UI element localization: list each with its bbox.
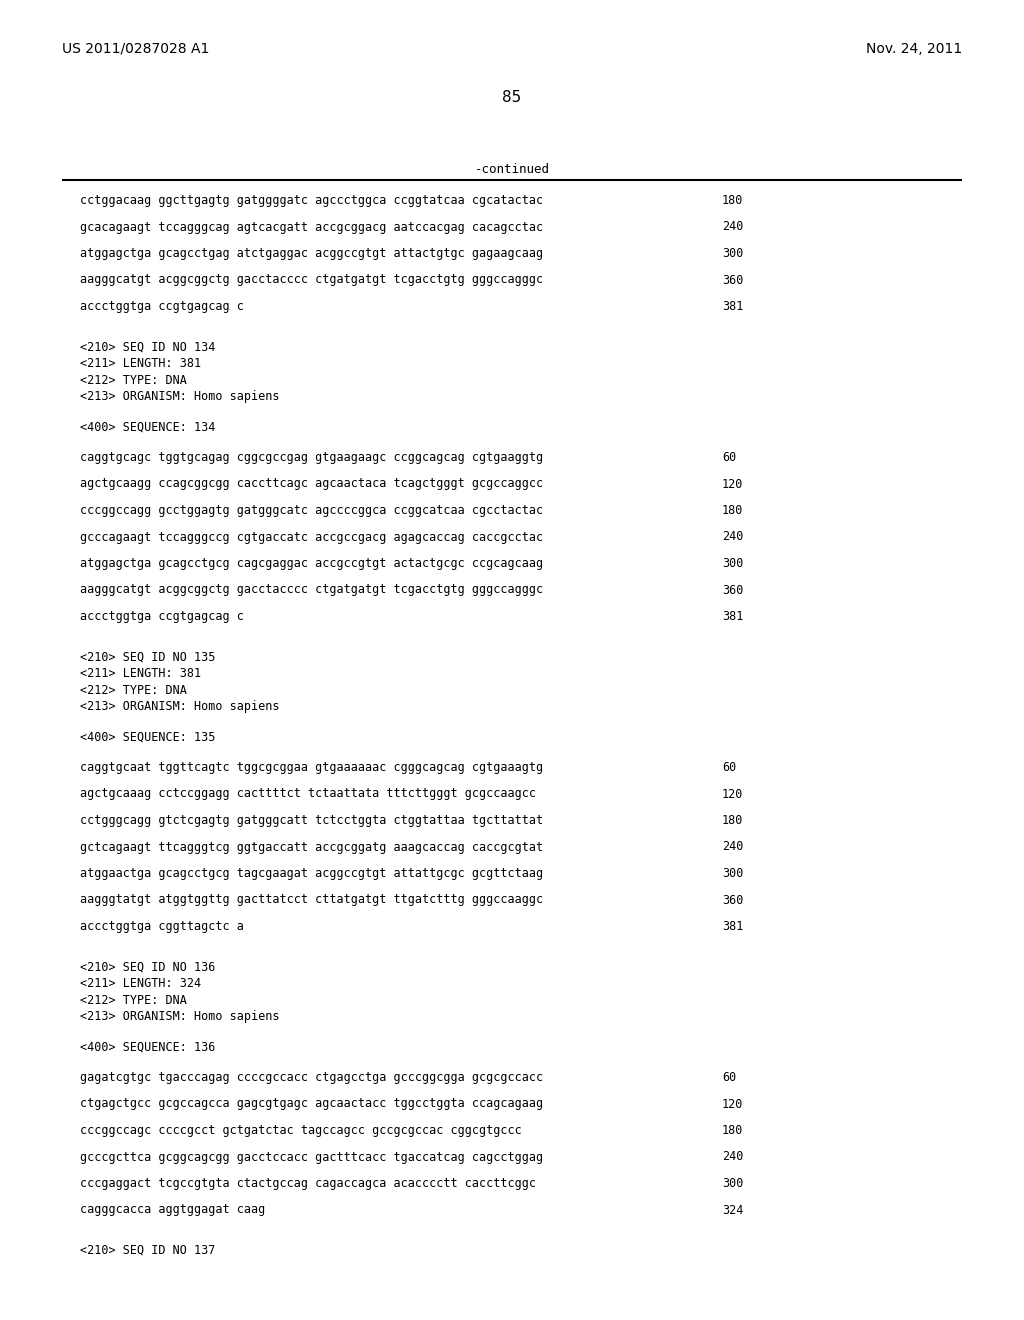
Text: 300: 300 — [722, 867, 743, 880]
Text: caggtgcagc tggtgcagag cggcgccgag gtgaagaagc ccggcagcag cgtgaaggtg: caggtgcagc tggtgcagag cggcgccgag gtgaaga… — [80, 451, 543, 465]
Text: 180: 180 — [722, 194, 743, 207]
Text: <211> LENGTH: 324: <211> LENGTH: 324 — [80, 977, 201, 990]
Text: 60: 60 — [722, 762, 736, 774]
Text: gctcagaagt ttcagggtcg ggtgaccatt accgcggatg aaagcaccag caccgcgtat: gctcagaagt ttcagggtcg ggtgaccatt accgcgg… — [80, 841, 543, 854]
Text: <400> SEQUENCE: 134: <400> SEQUENCE: 134 — [80, 421, 215, 433]
Text: 300: 300 — [722, 1177, 743, 1191]
Text: 60: 60 — [722, 1071, 736, 1084]
Text: 324: 324 — [722, 1204, 743, 1217]
Text: 360: 360 — [722, 583, 743, 597]
Text: gcccagaagt tccagggccg cgtgaccatc accgccgacg agagcaccag caccgcctac: gcccagaagt tccagggccg cgtgaccatc accgccg… — [80, 531, 543, 544]
Text: cccggccagc ccccgcct gctgatctac tagccagcc gccgcgccac cggcgtgccc: cccggccagc ccccgcct gctgatctac tagccagcc… — [80, 1125, 522, 1137]
Text: <211> LENGTH: 381: <211> LENGTH: 381 — [80, 356, 201, 370]
Text: <210> SEQ ID NO 134: <210> SEQ ID NO 134 — [80, 341, 215, 354]
Text: accctggtga ccgtgagcag c: accctggtga ccgtgagcag c — [80, 610, 244, 623]
Text: 60: 60 — [722, 451, 736, 465]
Text: 381: 381 — [722, 610, 743, 623]
Text: cccgaggact tcgccgtgta ctactgccag cagaccagca acacccctt caccttcggc: cccgaggact tcgccgtgta ctactgccag cagacca… — [80, 1177, 536, 1191]
Text: 381: 381 — [722, 920, 743, 933]
Text: 300: 300 — [722, 557, 743, 570]
Text: agctgcaaag cctccggagg cacttttct tctaattata tttcttgggt gcgccaagcc: agctgcaaag cctccggagg cacttttct tctaatta… — [80, 788, 536, 800]
Text: 180: 180 — [722, 1125, 743, 1137]
Text: <210> SEQ ID NO 135: <210> SEQ ID NO 135 — [80, 651, 215, 664]
Text: 360: 360 — [722, 273, 743, 286]
Text: ctgagctgcc gcgccagcca gagcgtgagc agcaactacc tggcctggta ccagcagaag: ctgagctgcc gcgccagcca gagcgtgagc agcaact… — [80, 1097, 543, 1110]
Text: <400> SEQUENCE: 135: <400> SEQUENCE: 135 — [80, 730, 215, 743]
Text: caggtgcaat tggttcagtc tggcgcggaa gtgaaaaaac cgggcagcag cgtgaaagtg: caggtgcaat tggttcagtc tggcgcggaa gtgaaaa… — [80, 762, 543, 774]
Text: 85: 85 — [503, 90, 521, 106]
Text: 240: 240 — [722, 841, 743, 854]
Text: <213> ORGANISM: Homo sapiens: <213> ORGANISM: Homo sapiens — [80, 1010, 280, 1023]
Text: <400> SEQUENCE: 136: <400> SEQUENCE: 136 — [80, 1040, 215, 1053]
Text: cagggcacca aggtggagat caag: cagggcacca aggtggagat caag — [80, 1204, 265, 1217]
Text: cccggccagg gcctggagtg gatgggcatc agccccggca ccggcatcaa cgcctactac: cccggccagg gcctggagtg gatgggcatc agccccg… — [80, 504, 543, 517]
Text: -continued: -continued — [474, 162, 550, 176]
Text: US 2011/0287028 A1: US 2011/0287028 A1 — [62, 42, 209, 55]
Text: <213> ORGANISM: Homo sapiens: <213> ORGANISM: Homo sapiens — [80, 700, 280, 713]
Text: cctgggcagg gtctcgagtg gatgggcatt tctcctggta ctggtattaa tgcttattat: cctgggcagg gtctcgagtg gatgggcatt tctcctg… — [80, 814, 543, 828]
Text: 120: 120 — [722, 478, 743, 491]
Text: accctggtga ccgtgagcag c: accctggtga ccgtgagcag c — [80, 300, 244, 313]
Text: <210> SEQ ID NO 136: <210> SEQ ID NO 136 — [80, 961, 215, 974]
Text: atggaactga gcagcctgcg tagcgaagat acggccgtgt attattgcgc gcgttctaag: atggaactga gcagcctgcg tagcgaagat acggccg… — [80, 867, 543, 880]
Text: aagggcatgt acggcggctg gacctacccc ctgatgatgt tcgacctgtg gggccagggc: aagggcatgt acggcggctg gacctacccc ctgatga… — [80, 273, 543, 286]
Text: atggagctga gcagcctgag atctgaggac acggccgtgt attactgtgc gagaagcaag: atggagctga gcagcctgag atctgaggac acggccg… — [80, 247, 543, 260]
Text: 120: 120 — [722, 788, 743, 800]
Text: 240: 240 — [722, 531, 743, 544]
Text: Nov. 24, 2011: Nov. 24, 2011 — [865, 42, 962, 55]
Text: 381: 381 — [722, 300, 743, 313]
Text: 360: 360 — [722, 894, 743, 907]
Text: cctggacaag ggcttgagtg gatggggatc agccctggca ccggtatcaa cgcatactac: cctggacaag ggcttgagtg gatggggatc agccctg… — [80, 194, 543, 207]
Text: aagggcatgt acggcggctg gacctacccc ctgatgatgt tcgacctgtg gggccagggc: aagggcatgt acggcggctg gacctacccc ctgatga… — [80, 583, 543, 597]
Text: 180: 180 — [722, 504, 743, 517]
Text: gcacagaagt tccagggcag agtcacgatt accgcggacg aatccacgag cacagcctac: gcacagaagt tccagggcag agtcacgatt accgcgg… — [80, 220, 543, 234]
Text: 300: 300 — [722, 247, 743, 260]
Text: <212> TYPE: DNA: <212> TYPE: DNA — [80, 994, 186, 1006]
Text: 120: 120 — [722, 1097, 743, 1110]
Text: <213> ORGANISM: Homo sapiens: <213> ORGANISM: Homo sapiens — [80, 389, 280, 403]
Text: aagggtatgt atggtggttg gacttatcct cttatgatgt ttgatctttg gggccaaggc: aagggtatgt atggtggttg gacttatcct cttatga… — [80, 894, 543, 907]
Text: accctggtga cggttagctc a: accctggtga cggttagctc a — [80, 920, 244, 933]
Text: agctgcaagg ccagcggcgg caccttcagc agcaactaca tcagctgggt gcgccaggcc: agctgcaagg ccagcggcgg caccttcagc agcaact… — [80, 478, 543, 491]
Text: gcccgcttca gcggcagcgg gacctccacc gactttcacc tgaccatcag cagcctggag: gcccgcttca gcggcagcgg gacctccacc gactttc… — [80, 1151, 543, 1163]
Text: gagatcgtgc tgacccagag ccccgccacc ctgagcctga gcccggcgga gcgcgccacc: gagatcgtgc tgacccagag ccccgccacc ctgagcc… — [80, 1071, 543, 1084]
Text: <210> SEQ ID NO 137: <210> SEQ ID NO 137 — [80, 1243, 215, 1257]
Text: <212> TYPE: DNA: <212> TYPE: DNA — [80, 374, 186, 387]
Text: 180: 180 — [722, 814, 743, 828]
Text: <212> TYPE: DNA: <212> TYPE: DNA — [80, 684, 186, 697]
Text: 240: 240 — [722, 220, 743, 234]
Text: atggagctga gcagcctgcg cagcgaggac accgccgtgt actactgcgc ccgcagcaag: atggagctga gcagcctgcg cagcgaggac accgccg… — [80, 557, 543, 570]
Text: <211> LENGTH: 381: <211> LENGTH: 381 — [80, 667, 201, 680]
Text: 240: 240 — [722, 1151, 743, 1163]
